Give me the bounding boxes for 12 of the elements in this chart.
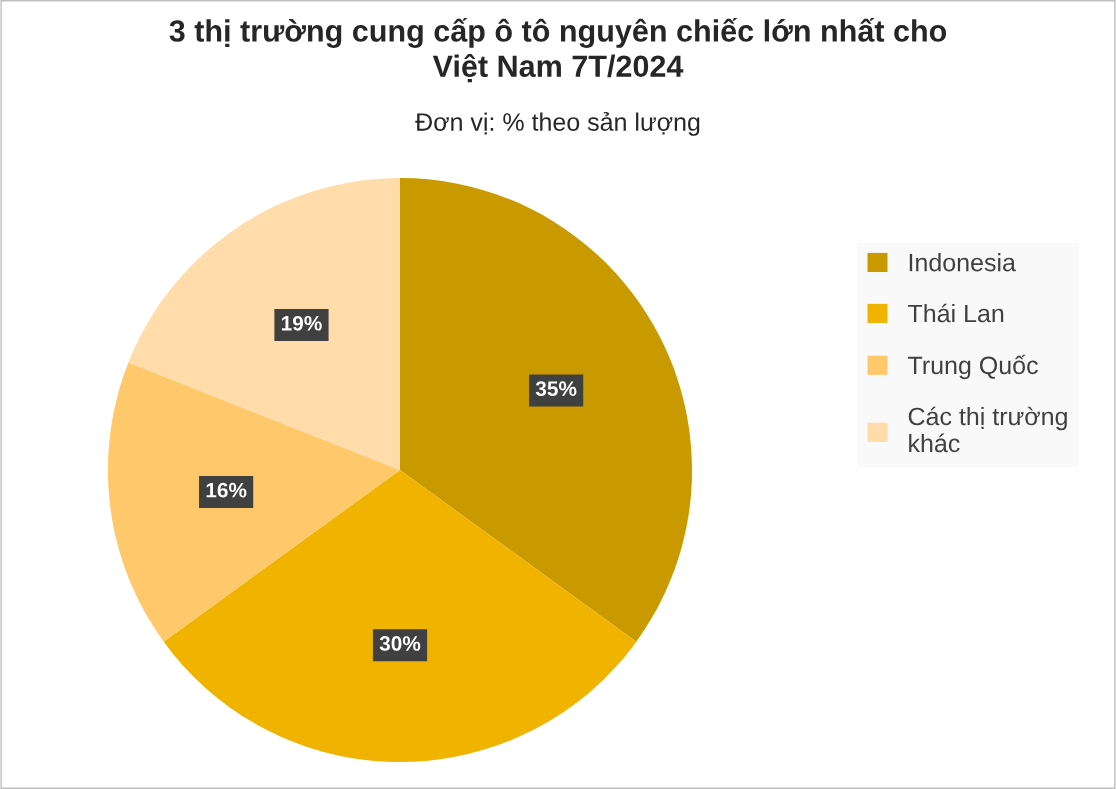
chart-subtitle: Đơn vị: % theo sản lượng [415, 112, 700, 136]
pie-slice [163, 470, 637, 763]
legend-label: Thái Lan [908, 303, 1004, 323]
legend-label: Các thị trường khác [908, 406, 1067, 453]
data-label: 16% [206, 482, 247, 498]
legend-label: Indonesia [909, 253, 1016, 272]
data-label: 19% [281, 315, 322, 331]
chart-title: 3 thị trường cung cấp ô tô nguyên chiếc lớn nhất cho Việt Nam 7T/2024 [169, 18, 947, 83]
legend-label: Trung Quốc [908, 354, 1038, 380]
data-label: 30% [379, 636, 421, 651]
pie-slice [128, 177, 400, 470]
data-label: 35% [535, 381, 577, 397]
